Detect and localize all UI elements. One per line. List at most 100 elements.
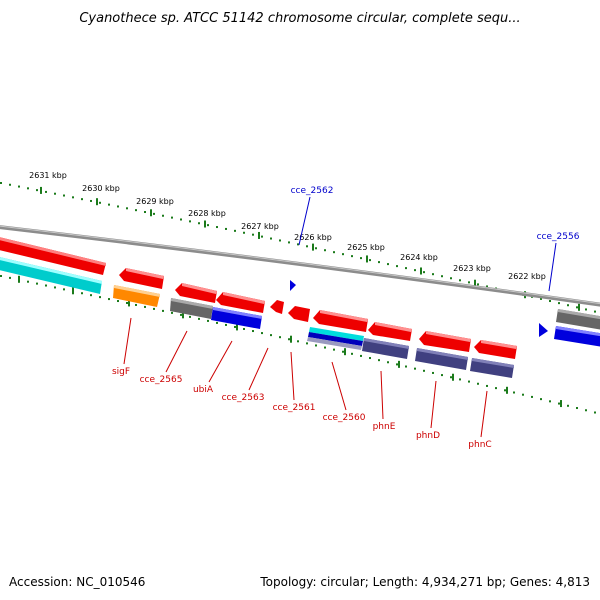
scale-label: 2623 kbp (453, 264, 491, 273)
gene-feature-phnd[interactable] (415, 348, 468, 370)
gene-leader-line (430, 380, 437, 429)
tick-dot (81, 198, 83, 201)
scale-label: 2625 kbp (347, 243, 385, 252)
tick-dot (432, 371, 434, 374)
major-tick (258, 231, 260, 239)
tick-dot (576, 407, 578, 410)
gene-feature-red-arrow-6[interactable] (313, 310, 368, 332)
tick-dot (81, 292, 83, 295)
tick-dot (189, 220, 191, 223)
gene-feature-cce-2565[interactable] (170, 298, 213, 319)
tick-dot (189, 315, 191, 318)
tick-dot (549, 300, 551, 303)
major-tick (204, 220, 206, 228)
tick-dot (171, 311, 173, 314)
tick-dot (567, 304, 569, 307)
tick-dot (234, 325, 236, 328)
gene-leader-line (298, 196, 311, 246)
major-tick (420, 267, 422, 275)
gene-label-leaders (123, 196, 557, 438)
gene-label[interactable]: sigF (112, 367, 130, 377)
gene-leader-line (380, 370, 384, 420)
gene-label[interactable]: phnC (468, 440, 491, 450)
tick-dot (333, 348, 335, 351)
tick-dot (360, 257, 362, 260)
gene-feature-phnc[interactable] (470, 358, 514, 378)
tick-dot (369, 259, 371, 262)
tick-dot (522, 393, 524, 396)
tick-dot (405, 365, 407, 368)
gene-label[interactable]: phnD (416, 431, 440, 441)
tick-dot (531, 395, 533, 398)
gene-feature-cce-2562[interactable] (290, 280, 296, 291)
tick-dot (252, 330, 254, 333)
sequence-backbone (0, 225, 600, 307)
tick-dot (180, 218, 182, 221)
gene-label[interactable]: cce_2561 (273, 403, 316, 413)
gene-feature-red-arrow-2[interactable] (175, 283, 217, 303)
gene-feature-red-arrow-8[interactable] (419, 331, 471, 352)
tick-dot (594, 411, 596, 414)
tick-dot (306, 245, 308, 248)
gene-label[interactable]: cce_2562 (291, 186, 334, 196)
gene-feature-red-arrow-9[interactable] (474, 340, 517, 359)
tick-dot (135, 209, 137, 212)
tick-dot (351, 352, 353, 355)
tick-dot (585, 308, 587, 311)
tick-dot (558, 402, 560, 405)
gene-feature-red-arrow-1[interactable] (119, 268, 164, 289)
tick-dot (360, 354, 362, 357)
tick-dot (279, 239, 281, 242)
gene-feature-right-blue[interactable] (554, 326, 600, 347)
tick-dot (297, 243, 299, 246)
tick-dot (585, 409, 587, 412)
gene-feature-right-grey[interactable] (556, 309, 600, 330)
gene-label[interactable]: cce_2565 (140, 375, 183, 385)
gene-feature-phne[interactable] (362, 338, 409, 359)
gene-feature-cce-2556[interactable] (539, 323, 548, 337)
tick-dot (135, 303, 137, 306)
major-tick (182, 311, 184, 319)
scale-label: 2624 kbp (400, 253, 438, 262)
tick-dot (414, 367, 416, 370)
gene-leader-line (123, 317, 132, 365)
tick-dot (144, 305, 146, 308)
tick-dot (396, 363, 398, 366)
gene-feature-red-arrow-5[interactable] (288, 306, 310, 322)
major-tick (72, 287, 74, 295)
gene-feature-cce-2560[interactable] (307, 327, 364, 350)
gene-feature-left-red[interactable] (0, 236, 106, 275)
gene-label[interactable]: cce_2556 (537, 232, 580, 242)
major-tick (18, 275, 20, 283)
tick-dot (54, 192, 56, 195)
gene-leader-line (208, 340, 233, 383)
scale-ticks-inner (0, 275, 596, 414)
tick-dot (171, 216, 173, 219)
tick-dot (387, 263, 389, 266)
gene-feature-red-arrow-3[interactable] (216, 292, 265, 313)
tick-dot (486, 285, 488, 288)
tick-dot (207, 224, 209, 227)
tick-dot (99, 201, 101, 204)
gene-feature-red-arrow-7[interactable] (368, 322, 412, 341)
gene-label[interactable]: cce_2563 (222, 393, 265, 403)
gene-label[interactable]: ubiA (193, 385, 214, 395)
gene-feature-left-cyan[interactable] (0, 256, 102, 294)
accession-text: Accession: NC_010546 (9, 575, 145, 589)
tick-dot (261, 235, 263, 238)
tick-dot (90, 294, 92, 297)
tick-dot (423, 271, 425, 274)
gene-leader-line (290, 351, 295, 401)
gene-feature-sigf[interactable] (113, 285, 160, 307)
scale-label: 2627 kbp (241, 222, 279, 231)
gene-feature-ubia[interactable] (211, 307, 262, 329)
gene-label[interactable]: cce_2560 (323, 413, 366, 423)
gene-label[interactable]: phnE (373, 422, 396, 432)
scale-label: 2631 kbp (29, 171, 67, 180)
major-tick (560, 400, 562, 408)
tick-dot (252, 233, 254, 236)
tick-dot (162, 214, 164, 217)
gene-feature-red-arrow-4[interactable] (270, 300, 284, 314)
tick-dot (27, 280, 29, 283)
tick-dot (486, 384, 488, 387)
